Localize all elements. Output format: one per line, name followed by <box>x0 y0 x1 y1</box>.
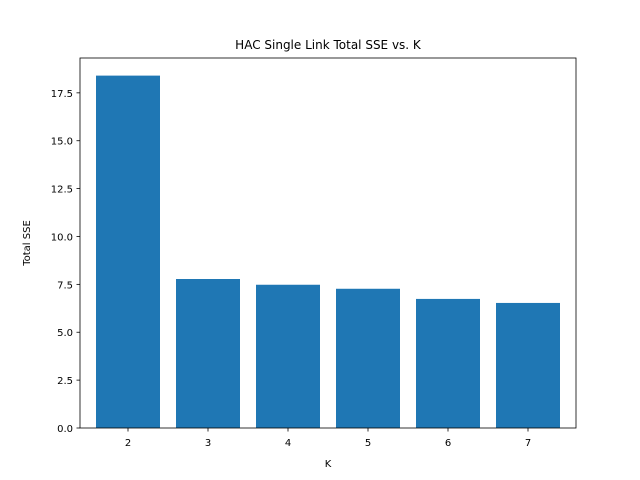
bar-k-6 <box>416 298 480 428</box>
y-tick-label: 2.5 <box>57 376 73 387</box>
chart-title: HAC Single Link Total SSE vs. K <box>235 38 422 52</box>
y-tick-label: 5.0 <box>57 328 73 339</box>
bars-group <box>96 75 560 428</box>
bar-k-2 <box>96 75 160 428</box>
y-tick-label: 17.5 <box>51 89 73 100</box>
x-tick-label: 2 <box>125 438 131 449</box>
y-axis-label: Total SSE <box>22 220 33 267</box>
y-tick-label: 0.0 <box>57 424 73 435</box>
bar-k-7 <box>496 302 560 428</box>
y-tick-label: 12.5 <box>51 185 73 196</box>
x-tick-label: 3 <box>205 438 211 449</box>
x-axis-label: K <box>325 459 332 470</box>
y-axis-ticks: 0.0 2.5 5.0 7.5 10.0 12.5 15.0 17.5 <box>51 89 80 435</box>
y-tick-label: 7.5 <box>57 280 73 291</box>
plot-frame <box>79 57 577 429</box>
x-tick-label: 4 <box>285 438 291 449</box>
x-axis-ticks: 2 3 4 5 6 7 <box>125 428 531 449</box>
x-tick-label: 5 <box>365 438 371 449</box>
y-tick-label: 10.0 <box>51 232 73 243</box>
bar-k-4 <box>256 284 320 428</box>
x-tick-label: 7 <box>525 438 531 449</box>
bar-k-3 <box>176 279 240 428</box>
bar-k-5 <box>336 288 400 428</box>
y-tick-label: 15.0 <box>51 137 73 148</box>
x-tick-label: 6 <box>445 438 451 449</box>
